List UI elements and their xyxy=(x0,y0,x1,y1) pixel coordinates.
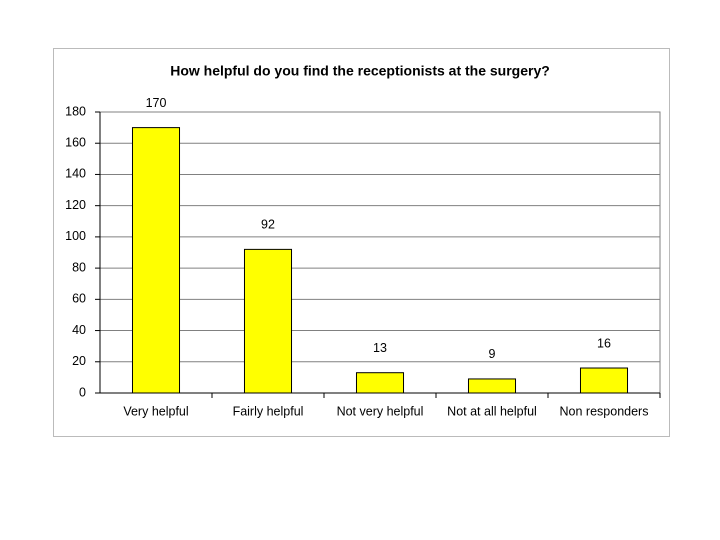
bar xyxy=(579,367,629,394)
y-tick-label: 100 xyxy=(65,229,86,243)
data-label: 16 xyxy=(597,336,611,350)
bar xyxy=(467,378,517,394)
y-tick-label: 40 xyxy=(72,323,86,337)
y-tick-label: 0 xyxy=(79,385,86,399)
y-tick-label: 80 xyxy=(72,260,86,274)
bar xyxy=(243,248,293,394)
y-tick-label: 60 xyxy=(72,292,86,306)
chart-title: How helpful do you find the receptionist… xyxy=(170,63,550,79)
data-label: 92 xyxy=(261,218,275,232)
x-tick-label: Very helpful xyxy=(123,404,188,418)
y-tick-label: 160 xyxy=(65,136,86,150)
y-tick-label: 180 xyxy=(65,104,86,118)
x-tick-label: Not very helpful xyxy=(337,404,424,418)
data-label: 9 xyxy=(489,347,496,361)
x-tick-label: Non responders xyxy=(560,404,649,418)
bar xyxy=(355,372,405,394)
y-tick-label: 120 xyxy=(65,198,86,212)
plot-area xyxy=(99,111,661,394)
data-label: 170 xyxy=(146,96,167,110)
data-label: 13 xyxy=(373,341,387,355)
y-tick-label: 20 xyxy=(72,354,86,368)
bar xyxy=(131,127,181,394)
y-tick-label: 140 xyxy=(65,167,86,181)
x-tick-label: Not at all helpful xyxy=(447,404,537,418)
x-tick-label: Fairly helpful xyxy=(233,404,304,418)
